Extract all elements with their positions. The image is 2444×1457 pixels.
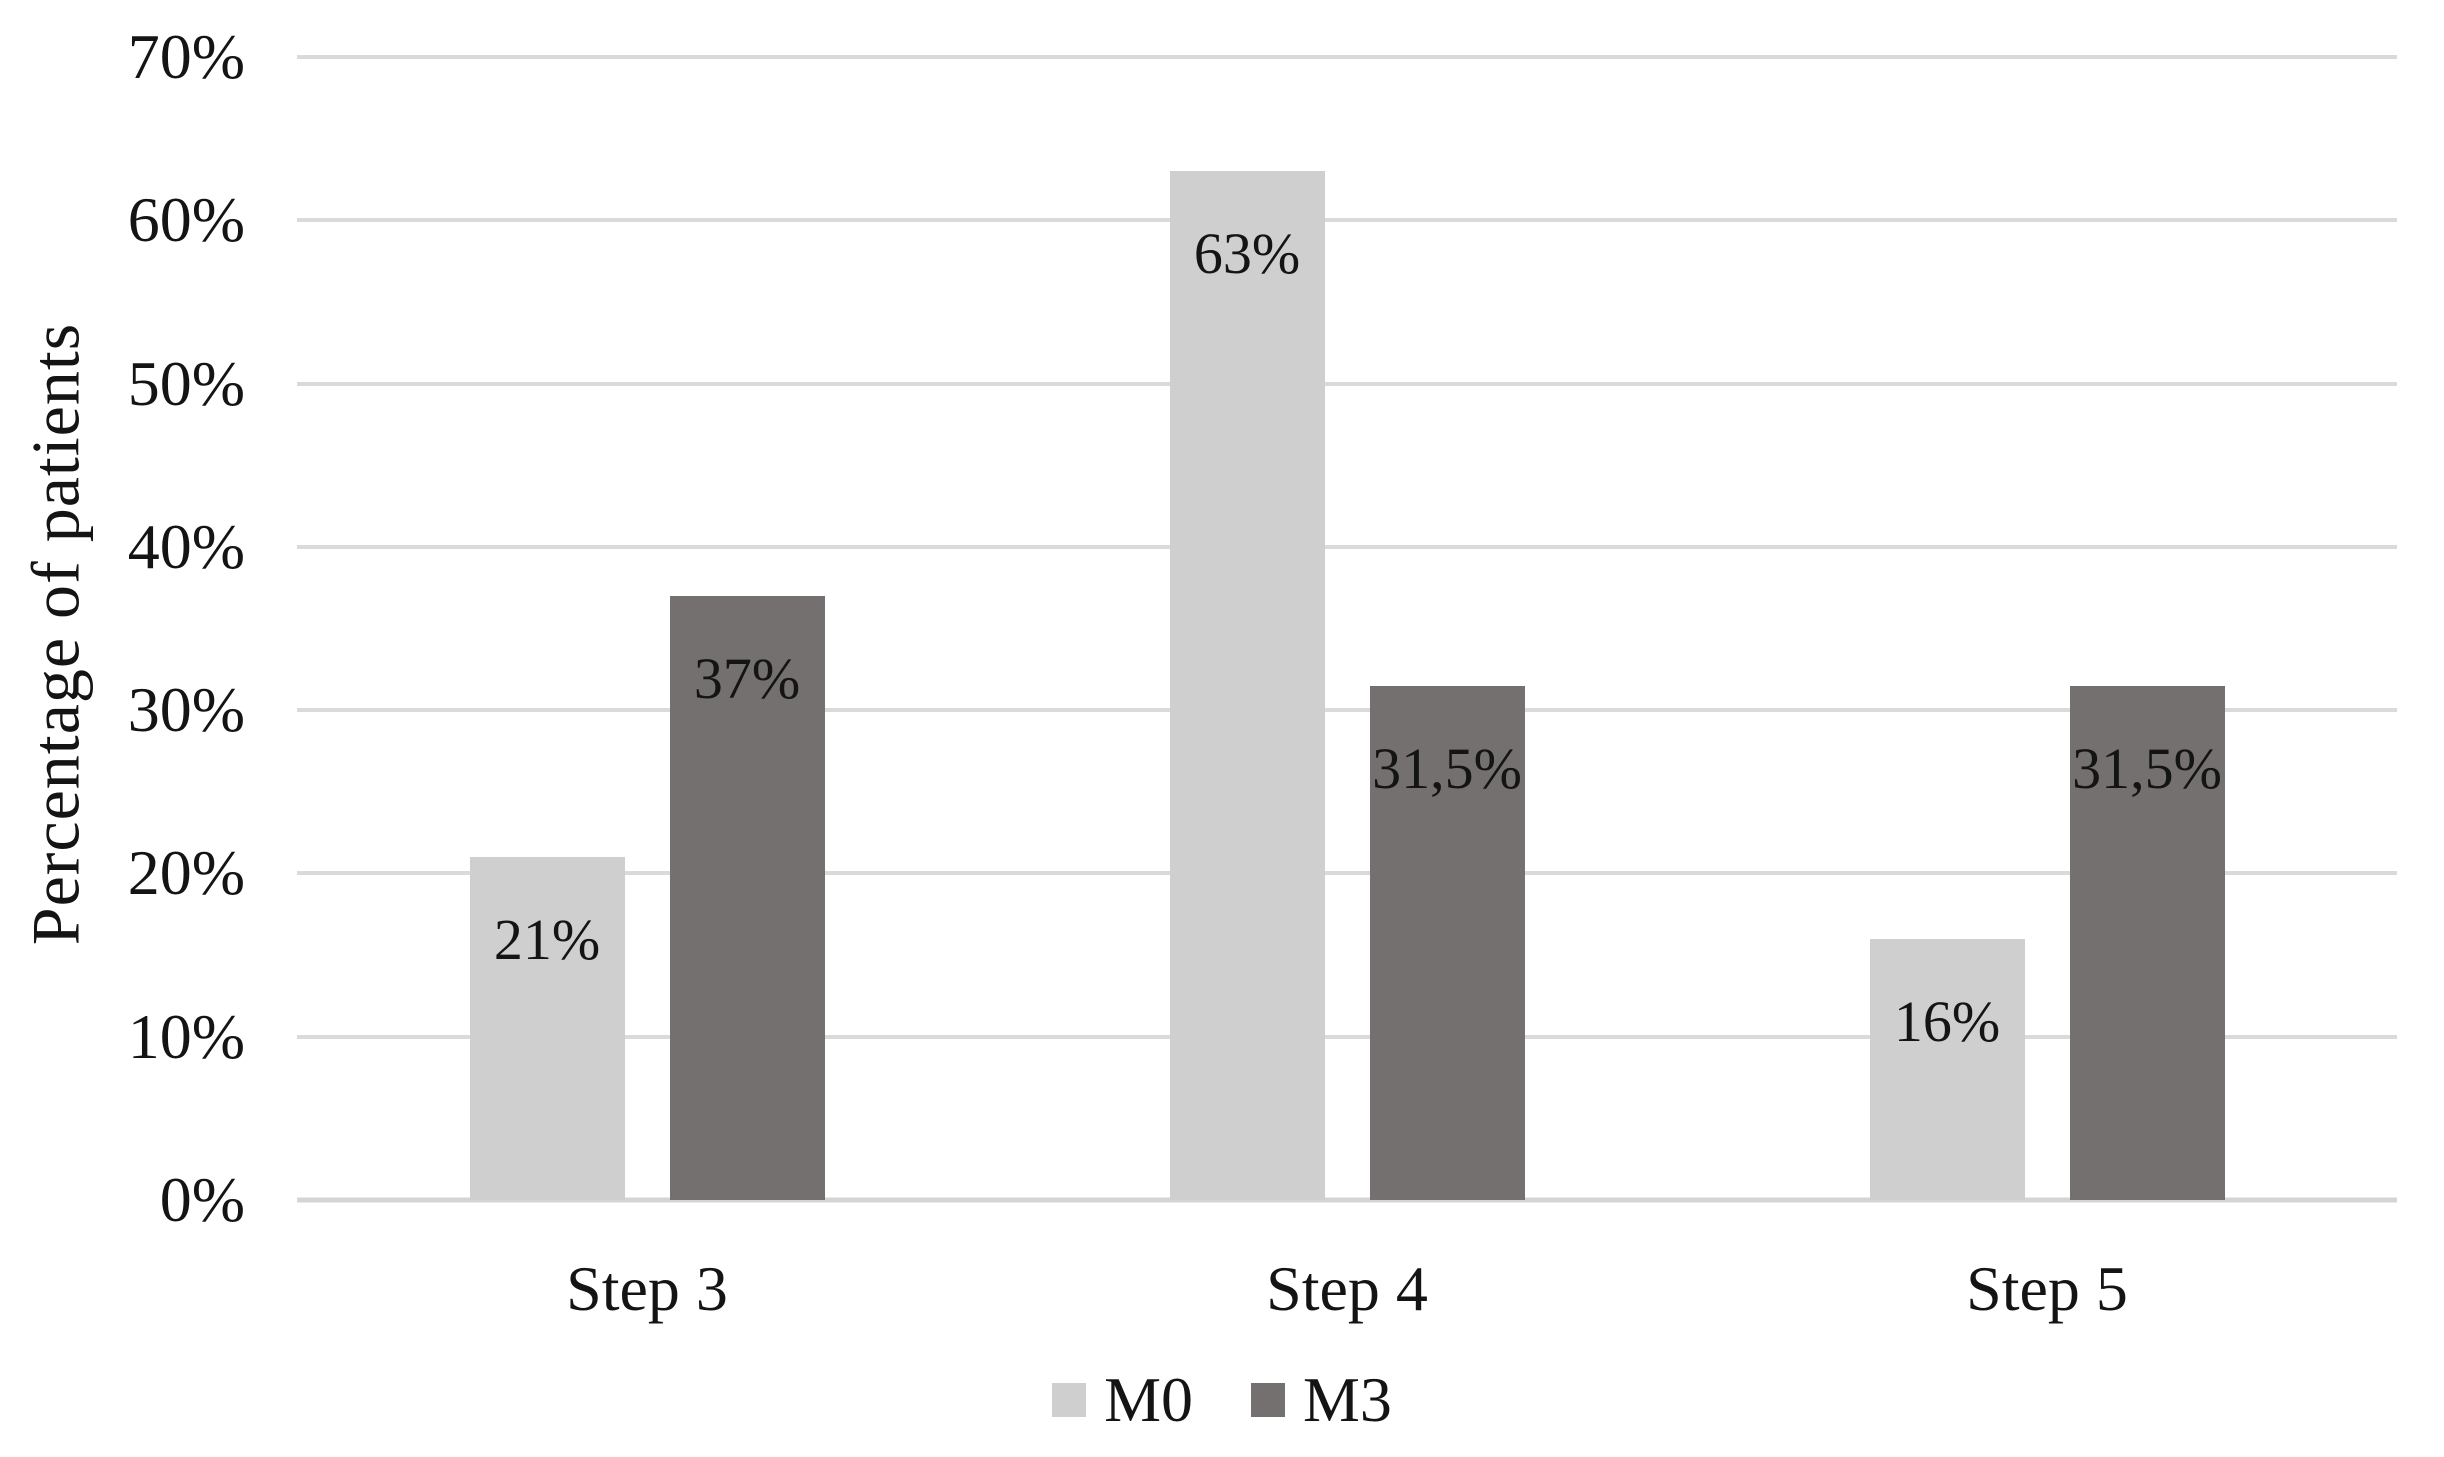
plot-area: 21% 37% 63% 31,5% 16% 31,5% (297, 55, 2397, 1203)
gridline (297, 55, 2397, 59)
y-tick-label: 60% (127, 184, 245, 256)
legend-label-m3: M3 (1303, 1364, 1392, 1435)
legend-swatch-m3 (1251, 1383, 1285, 1417)
gridline (297, 871, 2397, 876)
y-tick-label: 30% (127, 674, 245, 746)
legend-swatch-m0 (1052, 1383, 1087, 1417)
gridline (297, 544, 2397, 549)
y-tick-label: 0% (159, 1164, 245, 1235)
bar-m3-step-4: 31,5% (1369, 685, 1525, 1200)
gridline (297, 381, 2397, 386)
gridline (297, 708, 2397, 713)
bar-m0-step-4: 63% (1169, 171, 1325, 1200)
x-tick-label: Step 5 (1966, 1253, 2128, 1324)
bar-value-label: 21% (493, 907, 601, 973)
bar-value-label: 16% (1893, 988, 2001, 1054)
x-tick-label: Step 4 (1266, 1253, 1428, 1324)
bar-m0-step-5: 16% (1869, 938, 2025, 1200)
gridline (297, 1034, 2397, 1039)
y-tick-label: 50% (127, 347, 245, 419)
bar-value-label: 37% (693, 645, 801, 711)
y-tick-label: 40% (127, 510, 245, 582)
y-tick-label: 20% (127, 837, 245, 909)
chart-legend: M0 M3 (0, 1368, 2444, 1432)
y-tick-label: 10% (127, 1000, 245, 1072)
x-tick-label: Step 3 (566, 1253, 728, 1324)
legend-item-m3: M3 (1251, 1368, 1392, 1432)
legend-label-m0: M0 (1104, 1364, 1193, 1435)
bar-value-label: 31,5% (1372, 735, 1522, 801)
legend-item-m0: M0 (1052, 1368, 1193, 1432)
bar-m0-step-3: 21% (469, 857, 625, 1200)
x-axis-line (297, 1197, 2397, 1203)
bar-m3-step-5: 31,5% (2069, 685, 2225, 1200)
gridline (297, 218, 2397, 223)
y-tick-label: 70% (127, 21, 245, 92)
bar-value-label: 63% (1193, 221, 1301, 287)
bar-m3-step-3: 37% (669, 595, 825, 1200)
bar-value-label: 31,5% (2072, 735, 2222, 801)
